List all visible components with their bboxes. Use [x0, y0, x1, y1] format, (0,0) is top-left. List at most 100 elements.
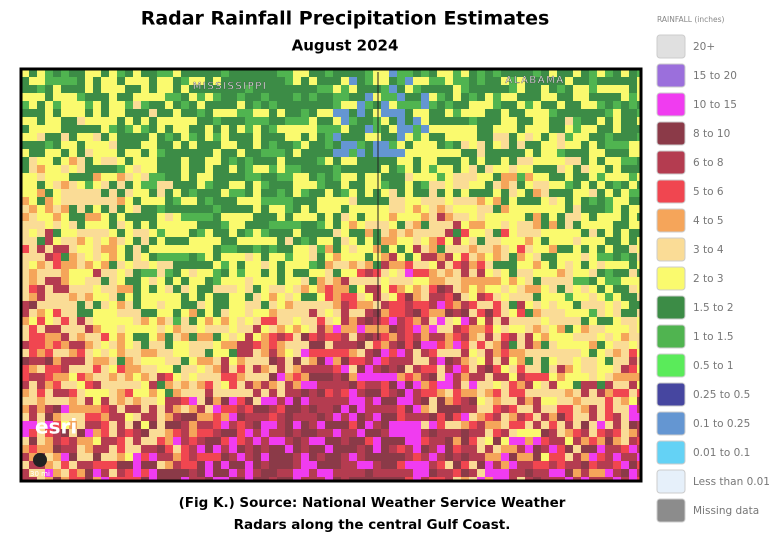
- map-cell: [365, 381, 373, 389]
- map-cell: [181, 77, 189, 85]
- map-cell: [437, 325, 445, 333]
- map-cell: [453, 309, 461, 317]
- map-cell: [541, 397, 549, 405]
- map-cell: [557, 117, 565, 125]
- map-cell: [397, 189, 405, 197]
- map-cell: [245, 285, 253, 293]
- map-cell: [613, 261, 621, 269]
- info-icon[interactable]: [33, 453, 47, 467]
- map-cell: [541, 349, 549, 357]
- map-cell: [149, 421, 157, 429]
- map-cell: [381, 357, 389, 365]
- map-cell: [245, 125, 253, 133]
- map-cell: [421, 405, 429, 413]
- map-cell: [117, 261, 125, 269]
- map-cell: [541, 333, 549, 341]
- map-cell: [325, 421, 333, 429]
- map-cell: [37, 469, 45, 477]
- map-cell: [301, 277, 309, 285]
- map-cell: [213, 245, 221, 253]
- map-cell: [157, 317, 165, 325]
- map-cell: [213, 77, 221, 85]
- map-cell: [221, 93, 229, 101]
- map-cell: [269, 173, 277, 181]
- map-cell: [437, 85, 445, 93]
- map-cell: [29, 181, 37, 189]
- map-cell: [621, 461, 629, 469]
- map-cell: [141, 253, 149, 261]
- map-cell: [181, 317, 189, 325]
- map-cell: [261, 117, 269, 125]
- map-cell: [365, 77, 373, 85]
- map-cell: [509, 301, 517, 309]
- map-cell: [541, 125, 549, 133]
- map-cell: [221, 429, 229, 437]
- map-cell: [165, 413, 173, 421]
- map-cell: [597, 109, 605, 117]
- map-cell: [101, 333, 109, 341]
- map-cell: [77, 69, 85, 77]
- map-cell: [45, 477, 53, 481]
- map-cell: [613, 301, 621, 309]
- map-cell: [565, 69, 573, 77]
- map-cell: [549, 149, 557, 157]
- map-cell: [133, 117, 141, 125]
- map-cell: [637, 253, 641, 261]
- map-cell: [133, 141, 141, 149]
- map-cell: [533, 181, 541, 189]
- map-cell: [253, 181, 261, 189]
- map-cell: [309, 365, 317, 373]
- map-cell: [261, 229, 269, 237]
- map-cell: [477, 413, 485, 421]
- map-cell: [277, 245, 285, 253]
- map-cell: [77, 77, 85, 85]
- map-cell: [349, 453, 357, 461]
- map-cell: [181, 421, 189, 429]
- map-cell: [589, 133, 597, 141]
- map-cell: [213, 189, 221, 197]
- map-cell: [173, 189, 181, 197]
- map-cell: [245, 269, 253, 277]
- map-cell: [317, 181, 325, 189]
- map-cell: [253, 429, 261, 437]
- map-cell: [421, 165, 429, 173]
- map-cell: [325, 245, 333, 253]
- map-cell: [269, 365, 277, 373]
- map-cell: [181, 389, 189, 397]
- map-cell: [61, 293, 69, 301]
- map-cell: [365, 197, 373, 205]
- map-cell: [269, 357, 277, 365]
- map-cell: [501, 365, 509, 373]
- map-cell: [53, 93, 61, 101]
- map-cell: [325, 349, 333, 357]
- map-cell: [53, 77, 61, 85]
- map-cell: [309, 93, 317, 101]
- map-cell: [621, 421, 629, 429]
- map-label: MISSISSIPPI: [193, 81, 267, 92]
- map-cell: [381, 453, 389, 461]
- map-cell: [405, 341, 413, 349]
- map-cell: [165, 365, 173, 373]
- map-cell: [445, 125, 453, 133]
- map-cell: [261, 149, 269, 157]
- map-cell: [229, 213, 237, 221]
- map-cell: [181, 397, 189, 405]
- legend-swatch: [656, 34, 686, 59]
- map-cell: [629, 109, 637, 117]
- map-cell: [77, 405, 85, 413]
- map-cell: [517, 157, 525, 165]
- map-cell: [253, 165, 261, 173]
- map-cell: [245, 461, 253, 469]
- map-cell: [437, 101, 445, 109]
- map-cell: [349, 437, 357, 445]
- map-cell: [493, 245, 501, 253]
- map-cell: [77, 125, 85, 133]
- map-cell: [501, 117, 509, 125]
- map-cell: [197, 245, 205, 253]
- map-cell: [61, 341, 69, 349]
- map-cell: [133, 149, 141, 157]
- map-cell: [237, 189, 245, 197]
- map-cell: [285, 205, 293, 213]
- map-cell: [461, 333, 469, 341]
- map-cell: [533, 229, 541, 237]
